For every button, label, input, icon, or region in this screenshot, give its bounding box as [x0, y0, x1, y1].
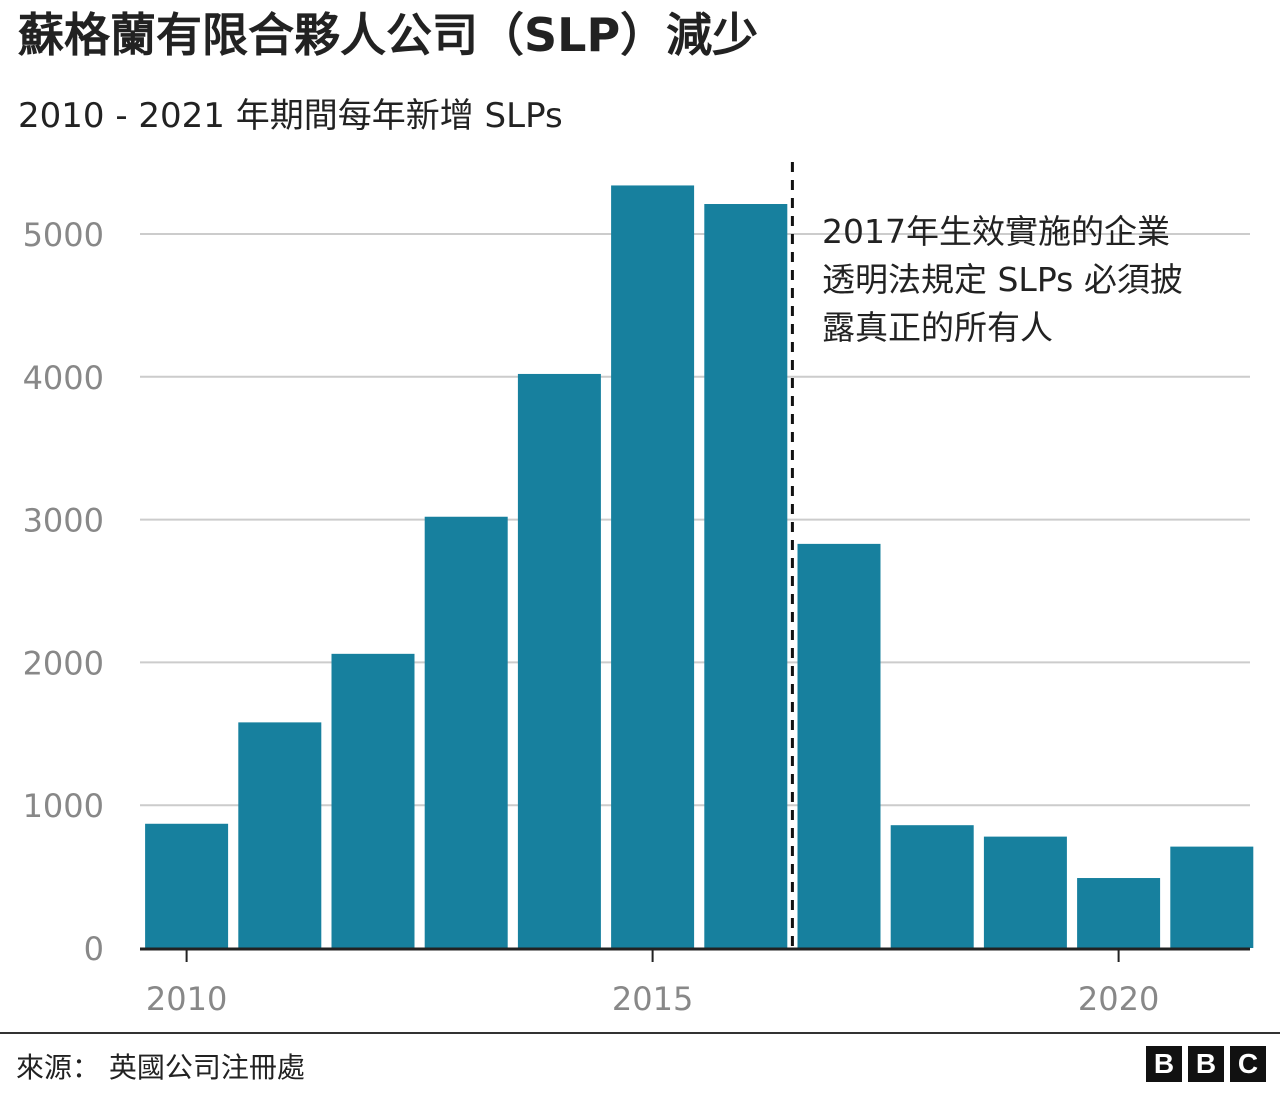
annotation-text-line: 2017年生效實施的企業: [822, 212, 1170, 251]
bar-2012: [331, 653, 415, 948]
bar-2011: [238, 722, 322, 948]
x-tick-label: 2015: [612, 980, 693, 1018]
bar-2016: [704, 204, 788, 949]
y-tick-label: 0: [84, 930, 104, 968]
y-tick-labels: 0 1000 2000 3000 4000 5000: [23, 216, 104, 968]
bbc-logo-b1: B: [1146, 1046, 1182, 1082]
chart-subtitle: 2010 - 2021 年期間每年新增 SLPs: [18, 96, 563, 136]
y-tick-label: 4000: [23, 359, 104, 397]
x-tick-label: 2010: [146, 980, 227, 1018]
y-tick-label: 3000: [23, 502, 104, 540]
bar-2019: [983, 836, 1067, 948]
chart-title: 蘇格蘭有限合夥人公司（SLP）減少: [18, 8, 759, 62]
bar-2010: [145, 823, 229, 948]
bar-2014: [517, 373, 601, 949]
bar-chart: 0 1000 2000 3000 4000 5000 2010 2015 2020 2017年…: [23, 162, 1254, 1018]
bbc-logo-b2: B: [1188, 1046, 1224, 1082]
bars: [140, 185, 1254, 951]
gridlines: [140, 233, 1250, 807]
y-tick-label: 1000: [23, 787, 104, 825]
annotation-text-line: 透明法規定 SLPs 必須披: [822, 260, 1183, 299]
bar-2020: [1077, 878, 1161, 948]
bar-2013: [424, 516, 508, 948]
annotation-text-line: 露真正的所有人: [822, 308, 1053, 347]
bar-2021: [1170, 846, 1254, 948]
x-tick-label: 2020: [1078, 980, 1159, 1018]
bbc-logo-c: C: [1230, 1046, 1266, 1082]
y-tick-label: 5000: [23, 216, 104, 254]
source-text: 來源： 英國公司注冊處: [16, 1051, 305, 1084]
bar-2017: [797, 543, 881, 948]
y-tick-label: 2000: [23, 644, 104, 682]
bbc-logo: B B C: [1146, 1046, 1266, 1082]
footer-divider: [0, 1032, 1280, 1034]
bar-2015: [611, 185, 695, 948]
x-tick-labels: 2010 2015 2020: [146, 950, 1159, 1018]
bar-2018: [890, 825, 974, 948]
